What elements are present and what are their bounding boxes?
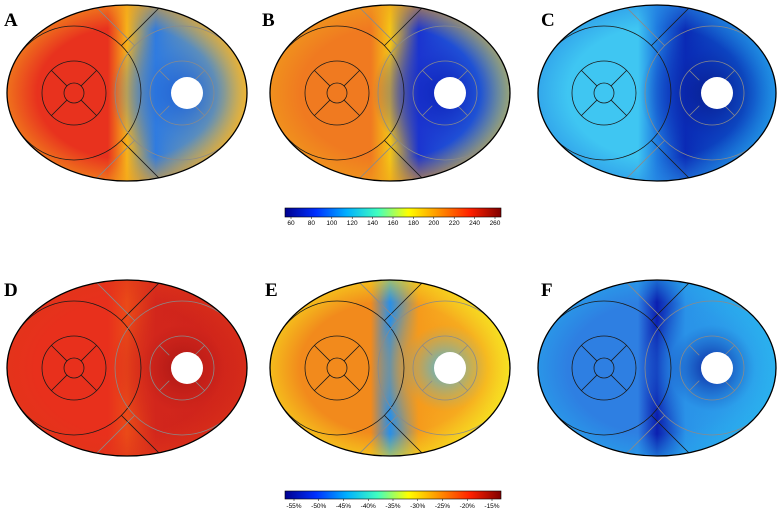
colorbar-tick-label: 80 bbox=[308, 220, 316, 227]
colorbar-tick-label: 60 bbox=[287, 220, 295, 227]
colorbar-tick-label: -45% bbox=[336, 503, 351, 509]
optic-disc bbox=[701, 77, 733, 109]
panel-outline bbox=[6, 279, 248, 457]
panel-outline bbox=[6, 4, 248, 182]
panel-outline bbox=[269, 279, 511, 457]
colorbar-tick-label: 240 bbox=[469, 220, 480, 227]
panel-e bbox=[269, 279, 511, 457]
panel-label-e: E bbox=[265, 280, 278, 301]
colorbar-tick-label: -55% bbox=[286, 503, 301, 509]
colorbar-tick-label: -15% bbox=[484, 503, 499, 509]
panel-d bbox=[6, 279, 248, 457]
colorbar-tick-label: 260 bbox=[490, 220, 501, 227]
colorbar-gradient bbox=[284, 490, 502, 500]
panel-outline bbox=[537, 279, 777, 457]
colorbar-gradient bbox=[284, 207, 502, 218]
colorbar-tick-label: -25% bbox=[435, 503, 450, 509]
colorbar-tick-label: 180 bbox=[408, 220, 419, 227]
panel-outline bbox=[537, 4, 777, 182]
colorbar-2: -55% -50% -45% -40% -35% -30% -25% -20% -15% bbox=[284, 490, 502, 509]
colorbar-tick-label: -35% bbox=[385, 503, 400, 509]
panel-a bbox=[6, 4, 248, 182]
heatmap-rim bbox=[7, 5, 247, 181]
panel-b bbox=[269, 4, 511, 182]
colorbar-tick-label: 120 bbox=[347, 220, 358, 227]
colorbar-tick-label: -40% bbox=[361, 503, 376, 509]
colorbar-tick-label: -20% bbox=[460, 503, 475, 509]
colorbar-tick-label: -50% bbox=[311, 503, 326, 509]
panel-f bbox=[537, 279, 777, 457]
heatmap-rim bbox=[7, 280, 247, 456]
colorbar-tick-label: 160 bbox=[388, 220, 399, 227]
optic-disc bbox=[701, 352, 733, 384]
panel-label-a: A bbox=[4, 10, 18, 31]
heatmap-rim bbox=[270, 280, 510, 456]
panel-label-c: C bbox=[541, 10, 555, 31]
colorbar-tick-label: 100 bbox=[326, 220, 337, 227]
panel-c bbox=[537, 4, 777, 182]
heatmap-rim bbox=[538, 5, 776, 181]
optic-disc bbox=[434, 352, 466, 384]
panel-label-b: B bbox=[262, 10, 275, 31]
colorbar-tick-label: 140 bbox=[367, 220, 378, 227]
panel-label-f: F bbox=[541, 280, 553, 301]
optic-disc bbox=[434, 77, 466, 109]
optic-disc bbox=[171, 352, 203, 384]
colorbar-tick-label: -30% bbox=[410, 503, 425, 509]
heatmap-rim bbox=[538, 280, 776, 456]
colorbar-1: 60 80 100 120 140 160 180 200 220 240 260 bbox=[284, 207, 502, 227]
panel-outline bbox=[269, 4, 511, 182]
heatmap-rim bbox=[270, 5, 510, 181]
panel-label-d: D bbox=[4, 280, 18, 301]
colorbar-tick-label: 220 bbox=[449, 220, 460, 227]
optic-disc bbox=[171, 77, 203, 109]
colorbar-tick-label: 200 bbox=[428, 220, 439, 227]
